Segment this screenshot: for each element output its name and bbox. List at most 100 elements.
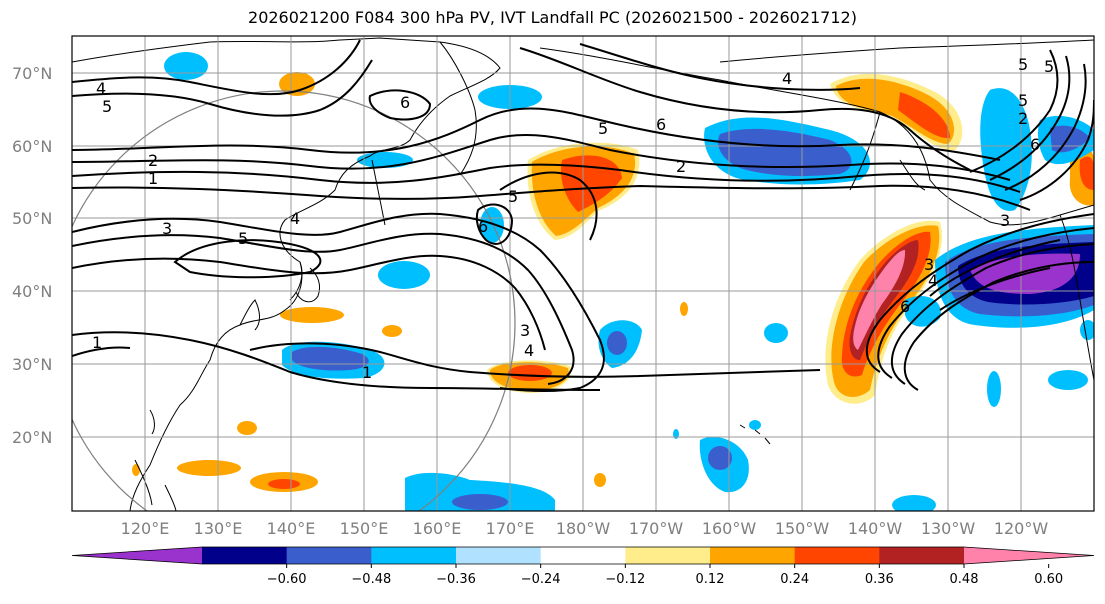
negative-anomaly-region [892,495,936,511]
pv-contour [877,227,1094,379]
pv-contour [72,39,361,96]
lat-label: 60°N [12,137,52,156]
colorbar-tick-label: 0.12 [696,572,725,587]
negative-anomaly-region [749,420,761,430]
colorbar-tick-label: 0.24 [780,572,809,587]
contour-label: 3 [924,255,934,274]
negative-anomaly-region [405,472,555,511]
pv-contour [475,203,514,245]
negative-anomaly-region [292,346,369,371]
colorbar-swatch [710,547,796,564]
pv-contour [969,49,1059,173]
colorbar-swatch [286,547,372,564]
pv-contour [890,243,1094,385]
pv-contours [72,39,1094,392]
colorbar-swatch [456,547,542,564]
colorbar-tick-label: 0.48 [950,572,979,587]
pv-contour [72,346,131,357]
positive-anomaly-region [132,464,140,476]
contour-label: 5 [598,119,608,138]
negative-anomaly-region [164,52,208,80]
contour-label: 5 [508,187,518,206]
lon-label: 170°E [486,519,535,538]
positive-anomaly-region [177,460,241,476]
pv-contour [72,184,1031,211]
lon-label: 170°W [629,519,684,538]
coastline-korea [239,299,260,331]
colorbar-tick-label: 0.60 [1034,572,1063,587]
contour-label: 2 [1018,109,1028,128]
negative-anomaly-region [452,494,508,510]
contour-label: 4 [96,79,106,98]
negative-anomaly-region [607,331,627,355]
pv-contour [519,47,971,171]
positive-anomaly-region [508,365,552,381]
positive-anomaly-region [280,307,344,323]
colorbar-swatch [371,547,457,564]
negative-anomaly-region [718,128,852,176]
lon-label: 130°W [921,519,976,538]
pv-contour [579,43,861,91]
positive-anomaly-region [237,421,257,435]
coastline-japan [289,261,321,303]
lon-label: 160°W [702,519,757,538]
colorbar: −0.60 −0.48 −0.36 −0.24 −0.12 0.12 0.24 0.36 0.4… [71,546,1095,587]
pv-contour [249,342,821,378]
negative-anomaly-region [764,323,788,343]
range-circle [72,90,516,511]
coastline-hawaii [739,424,771,445]
negative-anomaly-region [1080,320,1094,340]
map-layers: 4 5 6 5 6 4 5 2 1 3 4 5 5 6 2 5 3 6 3 4 … [72,36,1094,511]
negative-anomaly-region [980,88,1032,211]
contour-label: 4 [524,341,534,360]
lon-label: 150°E [340,519,389,538]
graticule [72,36,1094,511]
positive-anomaly-region [382,325,402,337]
colorbar-tick-label: 0.36 [865,572,894,587]
pv-contour [72,331,601,391]
positive-anomaly-region [1079,156,1094,190]
coastline-taiwan [149,409,155,435]
contour-label: 5 [1044,57,1054,76]
contour-label: 4 [290,209,300,228]
contour-label: 6 [900,297,910,316]
contour-label: 1 [92,333,102,352]
contour-label: 5 [238,229,248,248]
negative-anomaly-region [357,152,413,168]
contour-label: 3 [1000,211,1010,230]
contour-label: 3 [162,219,172,238]
lon-label: 120°W [994,519,1049,538]
lon-label: 140°W [848,519,903,538]
coastline-kamchatka [439,41,477,176]
coastline-alaska-north [719,39,1094,63]
lon-label: 120°E [121,519,170,538]
colorbar-tick-label: −0.60 [267,572,307,587]
pv-contour [72,163,1021,193]
colorbar-swatch [879,547,965,564]
colorbar-tick-label: −0.36 [436,572,476,587]
pv-contour [72,232,575,385]
contour-label: 1 [148,169,158,188]
pv-contour [72,59,373,117]
lon-label: 180°W [556,519,611,538]
map-frame [71,35,1095,512]
contour-label: 5 [1018,55,1028,74]
contour-label: 4 [782,69,792,88]
negative-anomaly-region [480,207,504,243]
pv-contour [368,89,432,121]
map-title: 2026021200 F084 300 hPa PV, IVT Landfall… [248,8,857,27]
colorbar-extend-max [964,547,1094,564]
lon-label: 160°E [413,519,462,538]
negative-anomaly-region [987,371,1001,407]
pv-contour [72,254,546,351]
contour-label: 6 [400,93,410,112]
colorbar-swatch [794,547,880,564]
pv-contour [499,171,598,241]
pv-contour [929,239,1061,311]
lat-label: 40°N [12,282,52,301]
positive-anomaly-region [594,473,606,487]
colorbar-swatch [202,547,288,564]
contour-label: 2 [676,157,686,176]
positive-anomaly-region [279,72,315,96]
